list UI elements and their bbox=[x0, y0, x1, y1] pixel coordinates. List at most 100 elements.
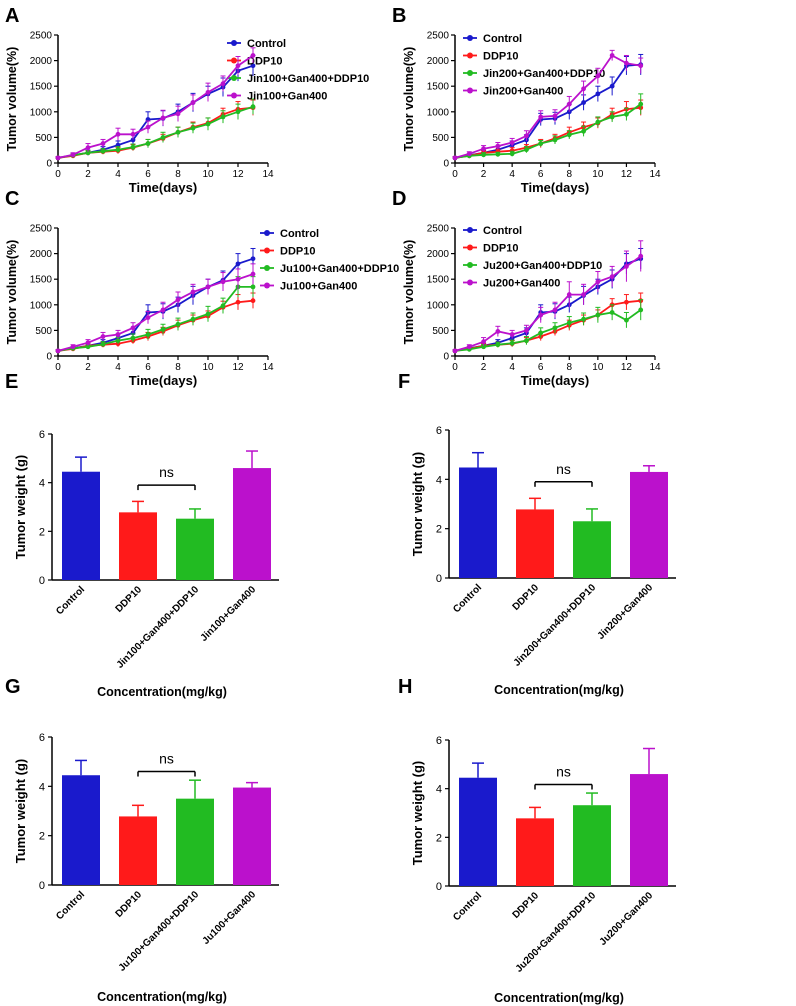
data-point bbox=[624, 111, 629, 117]
y-tick-label: 2500 bbox=[427, 224, 450, 235]
data-point bbox=[538, 141, 544, 146]
series-Jin100+Gan400+DDP10 bbox=[55, 98, 256, 161]
data-point bbox=[205, 284, 211, 290]
x-axis-label: Concentration(mg/kg) bbox=[494, 991, 624, 1005]
data-point bbox=[160, 115, 166, 121]
y-tick-label: 500 bbox=[432, 326, 449, 337]
y-tick-label: 0 bbox=[39, 880, 45, 892]
data-point bbox=[609, 310, 615, 315]
y-tick-label: 1500 bbox=[30, 275, 53, 286]
legend-marker bbox=[467, 52, 473, 59]
y-tick-label: 1000 bbox=[30, 300, 53, 311]
data-point bbox=[609, 114, 615, 120]
data-point bbox=[100, 341, 106, 347]
x-tick-label: 8 bbox=[567, 362, 573, 373]
data-point bbox=[100, 148, 106, 154]
legend-marker bbox=[467, 279, 473, 286]
bar bbox=[176, 518, 214, 580]
x-tick-label: 14 bbox=[262, 362, 274, 373]
legend-marker bbox=[467, 244, 473, 251]
data-point bbox=[524, 338, 529, 344]
bar bbox=[62, 775, 100, 885]
data-point bbox=[481, 152, 486, 158]
series-line bbox=[57, 273, 254, 352]
x-tick-label: 2 bbox=[481, 362, 487, 373]
data-point bbox=[235, 109, 241, 115]
data-point bbox=[509, 140, 515, 145]
legend-label: DDP10 bbox=[483, 243, 518, 255]
series-line bbox=[57, 105, 254, 159]
x-tick-label: 10 bbox=[202, 362, 214, 373]
series-line bbox=[454, 255, 642, 352]
data-point bbox=[595, 279, 601, 285]
y-tick-label: 0 bbox=[443, 352, 449, 363]
data-point bbox=[130, 131, 136, 137]
x-tick-label: 4 bbox=[509, 169, 515, 180]
legend-label: DDP10 bbox=[483, 51, 518, 63]
legend-marker bbox=[231, 57, 237, 64]
significance-label: ns bbox=[556, 764, 571, 780]
data-point bbox=[145, 332, 151, 337]
data-point bbox=[538, 330, 544, 336]
data-point bbox=[235, 63, 241, 69]
bar bbox=[176, 798, 214, 885]
data-point bbox=[235, 276, 241, 282]
series-line bbox=[454, 309, 642, 352]
series-Jin100+Gan400 bbox=[55, 47, 256, 161]
legend-label: Control bbox=[483, 33, 522, 45]
x-tick-label: 14 bbox=[649, 169, 661, 180]
category-label: Jin100+Gan400 bbox=[199, 584, 259, 644]
bar bbox=[233, 787, 271, 885]
y-tick-label: 0 bbox=[39, 575, 45, 587]
data-point bbox=[220, 114, 226, 120]
data-point bbox=[250, 104, 256, 110]
data-point bbox=[581, 86, 586, 92]
data-point bbox=[638, 253, 644, 259]
y-tick-label: 2000 bbox=[30, 249, 53, 260]
data-point bbox=[466, 151, 472, 157]
legend-marker bbox=[264, 265, 270, 271]
data-point bbox=[609, 274, 615, 280]
data-point bbox=[495, 143, 501, 149]
data-point bbox=[145, 315, 151, 320]
x-tick-label: 12 bbox=[232, 169, 244, 180]
data-point bbox=[205, 311, 211, 317]
category-label: Ju100+Gan400 bbox=[201, 889, 259, 947]
data-point bbox=[552, 307, 558, 313]
data-point bbox=[235, 299, 241, 305]
series-Ju200+Gan400+DDP10 bbox=[452, 299, 644, 354]
data-point bbox=[466, 344, 472, 350]
x-tick-label: 2 bbox=[85, 362, 91, 373]
panel-letter: H bbox=[398, 676, 412, 698]
data-point bbox=[595, 312, 601, 318]
y-axis-label: Tumor weight (g) bbox=[13, 759, 28, 863]
y-tick-label: 2500 bbox=[30, 224, 53, 235]
significance-label: ns bbox=[556, 461, 571, 477]
series-line bbox=[57, 285, 253, 352]
data-point bbox=[70, 344, 76, 350]
legend-marker bbox=[231, 40, 237, 46]
data-point bbox=[581, 316, 586, 322]
legend-marker bbox=[231, 75, 237, 81]
data-point bbox=[595, 91, 601, 97]
x-tick-label: 10 bbox=[202, 169, 214, 180]
y-axis-label: Tumor weight (g) bbox=[13, 455, 28, 559]
data-point bbox=[552, 137, 558, 143]
x-axis-label: Time(days) bbox=[129, 373, 197, 388]
data-point bbox=[190, 100, 196, 105]
x-tick-label: 12 bbox=[232, 362, 244, 373]
y-tick-label: 2 bbox=[39, 526, 45, 538]
data-point bbox=[638, 307, 644, 313]
x-axis-label: Concentration(mg/kg) bbox=[97, 990, 227, 1004]
x-tick-label: 8 bbox=[175, 362, 181, 373]
x-axis-label: Time(days) bbox=[521, 373, 589, 388]
x-tick-label: 10 bbox=[592, 362, 604, 373]
y-axis-label: Tumor volume(%) bbox=[402, 47, 416, 152]
legend-label: Ju100+Gan400 bbox=[280, 281, 357, 293]
series-Ju100+Gan400 bbox=[55, 263, 256, 354]
legend-label: Ju100+Gan400+DDP10 bbox=[280, 263, 399, 275]
data-point bbox=[220, 279, 226, 285]
bar-panel-G: G 0 2 4 6 Tumor weight (g) Control DDP10 Ju100+G… bbox=[5, 676, 279, 1004]
category-label: Control bbox=[54, 889, 87, 922]
y-tick-label: 1000 bbox=[427, 107, 450, 118]
